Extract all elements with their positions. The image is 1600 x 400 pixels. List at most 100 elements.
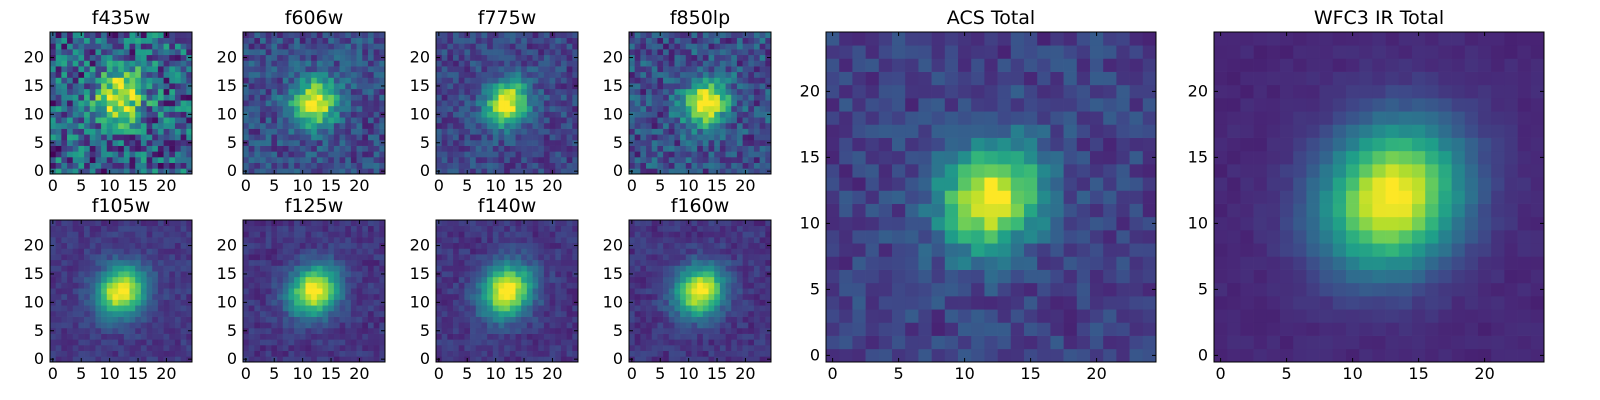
heatmap-cell xyxy=(663,66,670,73)
heatmap-cell xyxy=(634,156,641,163)
heatmap-cell xyxy=(634,134,641,141)
heatmap-cell xyxy=(367,333,374,340)
heatmap-cell xyxy=(84,37,91,44)
heatmap-cell xyxy=(362,299,369,306)
heatmap-cell xyxy=(140,310,147,317)
heatmap-cell xyxy=(294,254,301,261)
heatmap-cell xyxy=(453,145,460,152)
heatmap-cell xyxy=(311,305,318,312)
heatmap-cell xyxy=(447,32,454,39)
heatmap-cell xyxy=(765,66,772,73)
heatmap-cell xyxy=(492,49,499,56)
heatmap-cell xyxy=(180,139,187,146)
heatmap-cell xyxy=(453,259,460,266)
heatmap-cell xyxy=(685,316,692,323)
heatmap-cell xyxy=(367,168,374,175)
heatmap-cell xyxy=(112,94,119,101)
heatmap-cell xyxy=(174,66,181,73)
x-tick-label: 0 xyxy=(241,364,251,383)
heatmap-cell xyxy=(367,88,374,95)
heatmap-cell xyxy=(470,356,477,363)
heatmap-cell xyxy=(118,282,125,289)
heatmap-cell xyxy=(441,66,448,73)
heatmap-cell xyxy=(447,37,454,44)
heatmap-cell xyxy=(753,322,760,329)
heatmap-cell xyxy=(742,339,749,346)
heatmap-cell xyxy=(316,225,323,232)
heatmap-cell xyxy=(498,88,505,95)
heatmap-cell xyxy=(640,60,647,67)
heatmap-cell xyxy=(169,350,176,357)
heatmap-cell xyxy=(532,117,539,124)
heatmap-cell xyxy=(566,248,573,255)
heatmap-cell xyxy=(373,66,380,73)
heatmap-cell xyxy=(186,49,193,56)
heatmap-cell xyxy=(350,231,357,238)
heatmap-cell xyxy=(265,151,272,158)
heatmap-cell xyxy=(464,83,471,90)
heatmap-cell xyxy=(174,316,181,323)
heatmap-cell xyxy=(668,350,675,357)
heatmap-cell xyxy=(163,350,170,357)
heatmap-cell xyxy=(629,344,636,351)
heatmap-cell xyxy=(680,83,687,90)
heatmap-cell xyxy=(299,248,306,255)
heatmap-cell xyxy=(89,248,96,255)
heatmap-cell xyxy=(736,350,743,357)
heatmap-cell xyxy=(112,100,119,107)
heatmap-cell xyxy=(566,105,573,112)
heatmap-cell xyxy=(254,339,261,346)
heatmap-cell xyxy=(254,145,261,152)
heatmap-cell xyxy=(566,117,573,124)
heatmap-cell xyxy=(572,32,579,39)
heatmap-cell xyxy=(736,60,743,67)
heatmap-cell xyxy=(753,49,760,56)
heatmap-cell xyxy=(288,288,295,295)
heatmap-cell xyxy=(753,145,760,152)
heatmap-cell xyxy=(282,220,289,227)
heatmap-cell xyxy=(350,237,357,244)
heatmap-cell xyxy=(101,225,108,232)
y-tick-label: 10 xyxy=(410,292,430,311)
heatmap-cell xyxy=(680,49,687,56)
heatmap-cell xyxy=(129,282,136,289)
heatmap-cell xyxy=(657,134,664,141)
heatmap-cell xyxy=(328,254,335,261)
heatmap-cell xyxy=(566,100,573,107)
heatmap-cell xyxy=(543,162,550,169)
heatmap-cell xyxy=(254,305,261,312)
heatmap-cell xyxy=(362,139,369,146)
heatmap-cell xyxy=(333,248,340,255)
heatmap-cell xyxy=(572,288,579,295)
heatmap-cell xyxy=(345,299,352,306)
heatmap-cell xyxy=(708,83,715,90)
heatmap-cell xyxy=(640,333,647,340)
heatmap-cell xyxy=(350,105,357,112)
heatmap-cell xyxy=(356,322,363,329)
heatmap-cell xyxy=(504,276,511,283)
heatmap-cell xyxy=(333,100,340,107)
heatmap-cell xyxy=(759,128,766,135)
heatmap-cell xyxy=(277,237,284,244)
heatmap-cell xyxy=(453,156,460,163)
heatmap-cell xyxy=(328,54,335,61)
heatmap-cell xyxy=(135,162,142,169)
heatmap-cell xyxy=(464,339,471,346)
heatmap-cell xyxy=(441,237,448,244)
heatmap-cell xyxy=(328,305,335,312)
heatmap-cell xyxy=(282,322,289,329)
heatmap-cell xyxy=(668,128,675,135)
heatmap-cell xyxy=(180,333,187,340)
heatmap-cell xyxy=(112,49,119,56)
heatmap-cell xyxy=(526,105,533,112)
heatmap-cell xyxy=(498,60,505,67)
heatmap-cell xyxy=(129,43,136,50)
heatmap-cell xyxy=(367,71,374,78)
heatmap-cell xyxy=(174,71,181,78)
heatmap-cell xyxy=(436,316,443,323)
heatmap-cell xyxy=(560,145,567,152)
heatmap-cell xyxy=(475,316,482,323)
heatmap-cell xyxy=(146,288,153,295)
heatmap-cell xyxy=(379,37,386,44)
heatmap-cell xyxy=(118,83,125,90)
